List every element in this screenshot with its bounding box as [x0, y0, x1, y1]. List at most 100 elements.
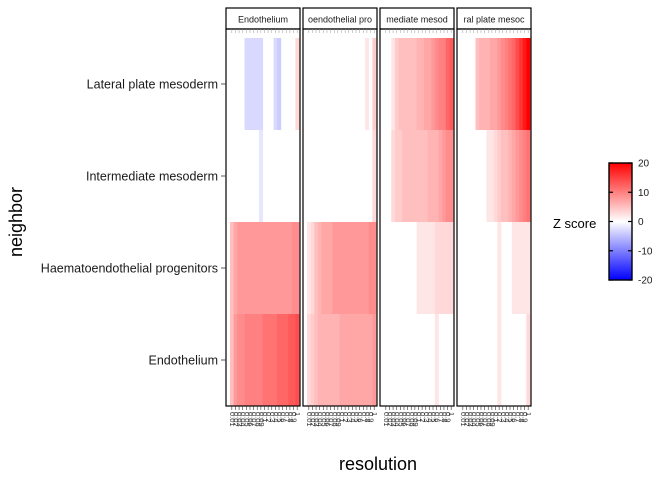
x-tick-label: 0.8	[517, 412, 526, 422]
x-tick-label: 0.09	[257, 412, 266, 427]
facet-panel: ral plate mesoc	[456, 7, 532, 410]
heatmap-cell	[259, 130, 264, 222]
heatmap-cell	[321, 314, 326, 406]
x-tick-label: 0.1	[261, 412, 270, 422]
heatmap-cell	[365, 314, 370, 406]
heatmap-cell	[519, 222, 524, 314]
heatmap-cell	[405, 130, 410, 222]
heatmap-cell	[402, 38, 407, 130]
heatmap-cell	[230, 314, 234, 406]
heatmap-cell	[526, 222, 531, 314]
heatmap-cell	[372, 38, 377, 130]
facet-panel: oendothelial pro	[302, 7, 378, 410]
heatmap-cell	[339, 314, 344, 406]
heatmap-cell	[255, 314, 260, 406]
heatmap-cell	[244, 314, 249, 406]
heatmap-cell	[445, 130, 450, 222]
x-tick-label: 0.2	[495, 412, 504, 422]
x-tick-label: 0.5	[429, 412, 438, 422]
heatmap-cell	[277, 222, 282, 314]
heatmap-cells	[391, 38, 454, 406]
heatmap-cell	[346, 314, 351, 406]
heatmap-cells	[475, 38, 531, 406]
heatmap-cell	[409, 38, 414, 130]
x-tick-label: 0.06	[477, 412, 486, 427]
heatmap-cell	[291, 314, 296, 406]
x-tick-label: 0.9	[521, 412, 530, 422]
heatmap-cell	[497, 130, 502, 222]
heatmap-cell	[420, 222, 425, 314]
facet-panel: mediate mesod	[379, 7, 455, 410]
heatmap-cell	[237, 314, 242, 406]
x-tick-label: 0.04	[239, 412, 248, 427]
heatmap-cell	[434, 314, 439, 406]
facet-strip-label: ral plate mesoc	[463, 15, 525, 25]
heatmap-cell	[526, 314, 531, 406]
x-tick-label: 0.01	[382, 412, 391, 427]
heatmap-cell	[508, 38, 513, 130]
heatmap-cell	[508, 130, 513, 222]
heatmap-cell	[230, 222, 234, 314]
legend-tick-label: 10	[638, 188, 650, 199]
x-tick-label: 0.1	[338, 412, 347, 422]
x-tick-label: 0.4	[425, 412, 434, 422]
x-tick-label: 0.03	[312, 412, 321, 427]
legend-tick-label: -20	[638, 276, 653, 287]
x-tick-label: 0.05	[396, 412, 405, 427]
heatmap-cell	[438, 38, 443, 130]
heatmap-cell	[522, 130, 527, 222]
heatmap-cell	[237, 222, 242, 314]
heatmap-cell	[325, 314, 330, 406]
heatmap-cell	[434, 38, 439, 130]
heatmap-cell	[255, 38, 260, 130]
heatmap-cell	[262, 222, 267, 314]
heatmap-cell	[398, 38, 403, 130]
facet-panel-border	[302, 28, 378, 407]
x-tick-label: 1	[370, 412, 379, 416]
heatmap-cell	[317, 222, 322, 314]
heatmap-cell	[262, 314, 267, 406]
x-tick-label: 1	[447, 412, 456, 416]
heatmap-cell	[394, 130, 399, 222]
x-tick-label: 0.3	[345, 412, 354, 422]
heatmap-cell	[427, 38, 432, 130]
heatmap-cell	[526, 130, 531, 222]
heatmap-cell	[445, 222, 450, 314]
heatmap-cell	[522, 222, 527, 314]
x-tick-label: 0.09	[411, 412, 420, 427]
heatmap-cell	[526, 38, 531, 130]
heatmap-cell	[269, 222, 274, 314]
x-tick-label: 0.08	[407, 412, 416, 427]
x-tick-label: 0.4	[502, 412, 511, 422]
x-tick-label: 0.4	[271, 412, 280, 422]
heatmap-cell	[449, 130, 454, 222]
x-tick-label: 0.9	[290, 412, 299, 422]
heatmap-cell	[291, 222, 296, 314]
heatmap-cell	[442, 130, 447, 222]
heatmap-cell	[423, 38, 428, 130]
heatmap-cell	[244, 38, 249, 130]
x-tick-label: 0.04	[470, 412, 479, 427]
heatmap-cell	[314, 314, 319, 406]
heatmap-cell	[486, 38, 491, 130]
x-tick-label: 0.1	[492, 412, 501, 422]
x-tick-label: 0.6	[356, 412, 365, 422]
row-label: Endothelium	[149, 354, 219, 368]
x-tick-label: 0.07	[250, 412, 259, 427]
heatmap-cell	[431, 38, 436, 130]
x-axis-label: resolution	[339, 454, 417, 474]
heatmap-cell	[317, 314, 322, 406]
x-tick-label: 0.02	[385, 412, 394, 427]
heatmap-cell	[266, 314, 271, 406]
x-tick-label: 0.04	[393, 412, 402, 427]
heatmap-cell	[310, 314, 315, 406]
facet-panel-border	[379, 28, 455, 407]
heatmap-cell	[394, 38, 399, 130]
x-tick-label: 0.01	[459, 412, 468, 427]
heatmap-cell	[372, 314, 377, 406]
x-tick-label: 0.08	[253, 412, 262, 427]
heatmap-cell	[368, 222, 373, 314]
x-tick-label: 0.05	[473, 412, 482, 427]
x-tick-label: 0.2	[418, 412, 427, 422]
